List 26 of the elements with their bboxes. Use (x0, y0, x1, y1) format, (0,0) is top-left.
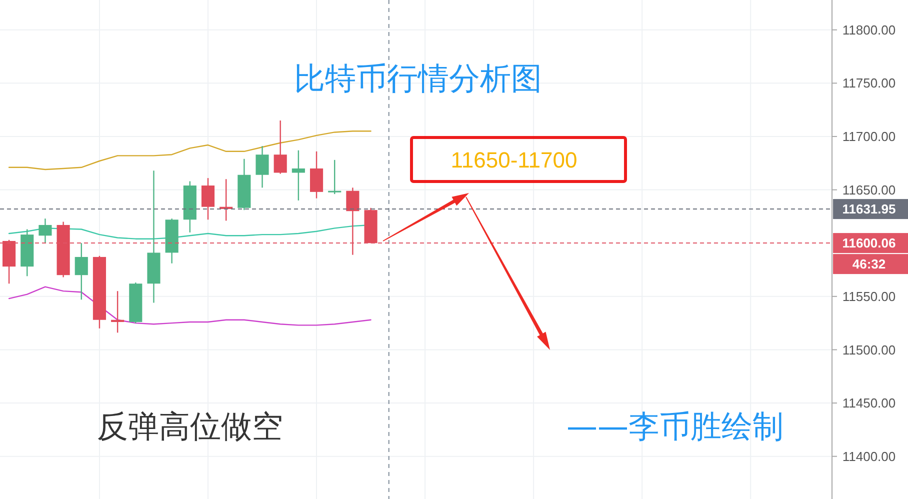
line-series (8, 130, 372, 170)
y-tick-label: 11750.00 (842, 76, 896, 91)
y-tick-label: 11500.00 (842, 342, 896, 358)
candlestick (38, 218, 52, 244)
text: 46:32 (852, 256, 886, 272)
line-series (8, 286, 372, 326)
y-tick-label: 11450.00 (842, 396, 896, 411)
candlestick (328, 159, 342, 195)
candlestick (201, 177, 215, 220)
y-tick-label: 11800.00 (842, 22, 896, 38)
annotation: ——李币胜绘制 (566, 409, 784, 445)
candlestick (310, 150, 324, 199)
annotation: 11650-11700 (450, 148, 578, 173)
candlestick (292, 150, 305, 202)
y-tick-label: 11400.00 (842, 448, 896, 464)
ref-line-label: 11600.06 (842, 236, 896, 251)
y-tick-label: 11650.00 (842, 182, 896, 198)
text: 比特币行情分析图 (294, 61, 542, 97)
y-tick-label: 11550.00 (842, 288, 896, 304)
candlestick (111, 290, 124, 334)
ref-line-label: 11631.95 (842, 202, 896, 217)
candlestick (74, 242, 88, 300)
candlestick (256, 145, 269, 188)
annotation: 反弹高位做空 (97, 409, 283, 445)
y-tick-label: 11700.00 (842, 129, 896, 144)
candlestick (274, 120, 287, 174)
